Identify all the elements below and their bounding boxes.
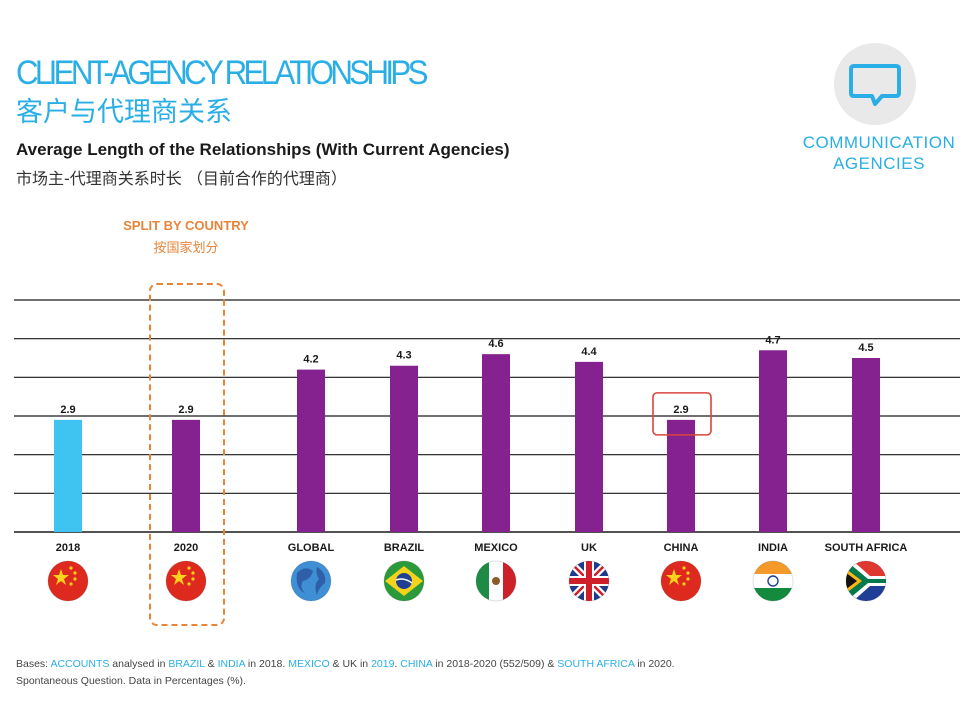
category-label: UK bbox=[581, 542, 597, 554]
bar-brazil bbox=[390, 365, 418, 532]
footnote: Bases: ACCOUNTS analysed in BRAZIL & IND… bbox=[16, 656, 675, 690]
badge-label-line1: COMMUNICATION bbox=[802, 133, 956, 152]
chart-value-labels: 2.9 2.9 4.2 4.3 4.6 4.4 2.9 4.7 4.5 bbox=[60, 334, 874, 436]
value-label: 4.5 bbox=[858, 342, 873, 354]
fn-2019: 2019 bbox=[371, 658, 395, 670]
split-by-country-box bbox=[149, 283, 225, 626]
highlight-box bbox=[652, 392, 712, 436]
bar-mexico bbox=[482, 354, 510, 532]
uk-flag-icon bbox=[568, 560, 610, 602]
chart-bars bbox=[54, 350, 880, 532]
fn-brazil: BRAZIL bbox=[168, 658, 205, 670]
badge-label-line2: AGENCIES bbox=[833, 154, 925, 173]
fn-china: CHINA bbox=[400, 658, 433, 670]
china-flag-icon bbox=[660, 560, 702, 602]
communication-agencies-label: COMMUNICATION AGENCIES bbox=[790, 132, 968, 174]
value-label: 4.2 bbox=[303, 354, 318, 366]
fn-text: analysed in bbox=[109, 658, 169, 670]
chart-subtitle-chinese: 市场主-代理商关系时长 （目前合作的代理商） bbox=[16, 169, 347, 188]
fn-accounts: ACCOUNTS bbox=[50, 658, 110, 670]
category-label: 2020 bbox=[174, 542, 198, 554]
globe-icon bbox=[290, 560, 332, 602]
fn-india: INDIA bbox=[217, 658, 245, 670]
footnote-line2: Spontaneous Question. Data in Percentage… bbox=[16, 675, 246, 687]
chart-flags bbox=[47, 560, 887, 602]
value-label: 4.3 bbox=[396, 350, 411, 362]
category-label: MEXICO bbox=[474, 542, 518, 554]
brazil-flag-icon bbox=[383, 560, 425, 602]
bar-india bbox=[759, 350, 787, 532]
speech-bubble-icon bbox=[834, 43, 916, 125]
india-flag-icon bbox=[752, 560, 794, 602]
page-title: CLIENT-AGENCY RELATIONSHIPS bbox=[16, 54, 428, 92]
chart-category-labels: 2018 2020 GLOBAL BRAZIL MEXICO UK CHINA INDIA SO… bbox=[56, 542, 908, 554]
bar-global bbox=[297, 369, 325, 532]
category-label: 2018 bbox=[56, 542, 80, 554]
mexico-flag-icon bbox=[475, 560, 517, 602]
fn-text: in 2018. bbox=[245, 658, 289, 670]
category-label: SOUTH AFRICA bbox=[825, 542, 908, 554]
fn-text: & bbox=[204, 658, 218, 670]
value-label: 2.9 bbox=[178, 404, 193, 416]
bar-2018 bbox=[54, 419, 82, 532]
value-label: 4.7 bbox=[765, 334, 780, 346]
split-by-country-label-chinese: 按国家划分 bbox=[153, 241, 219, 256]
footnote-line1: Bases: ACCOUNTS analysed in BRAZIL & IND… bbox=[16, 656, 675, 673]
south-africa-flag-icon bbox=[845, 560, 887, 602]
value-label: 2.9 bbox=[673, 404, 688, 416]
category-label: GLOBAL bbox=[288, 542, 335, 554]
page-title-chinese: 客户与代理商关系 bbox=[16, 97, 232, 128]
category-label: CHINA bbox=[664, 542, 699, 554]
fn-mexico: MEXICO bbox=[288, 658, 330, 670]
fn-text: in 2018-2020 (552/509) & bbox=[432, 658, 558, 670]
china-flag-icon bbox=[47, 560, 89, 602]
value-label: 4.4 bbox=[581, 346, 597, 358]
china-flag-icon bbox=[165, 560, 207, 602]
value-label: 4.6 bbox=[488, 338, 503, 350]
chart-subtitle: Average Length of the Relationships (Wit… bbox=[16, 140, 510, 159]
bar-south-africa bbox=[852, 358, 880, 532]
category-label: BRAZIL bbox=[384, 542, 425, 554]
bar-china bbox=[667, 419, 695, 532]
fn-text: Bases: bbox=[16, 658, 51, 670]
fn-text: in 2020. bbox=[634, 658, 675, 670]
bar-uk bbox=[575, 361, 603, 532]
bar-chart: 2.9 2.9 4.2 4.3 4.6 4.4 2.9 4.7 4.5 2018 2020 GLOB… bbox=[14, 299, 960, 602]
split-by-country-label: SPLIT BY COUNTRY bbox=[123, 218, 249, 233]
value-label: 2.9 bbox=[60, 404, 75, 416]
category-label: INDIA bbox=[758, 542, 788, 554]
fn-south-africa: SOUTH AFRICA bbox=[557, 658, 635, 670]
bar-2020 bbox=[172, 419, 200, 532]
fn-text: . bbox=[394, 658, 401, 670]
fn-text: & UK in bbox=[329, 658, 372, 670]
